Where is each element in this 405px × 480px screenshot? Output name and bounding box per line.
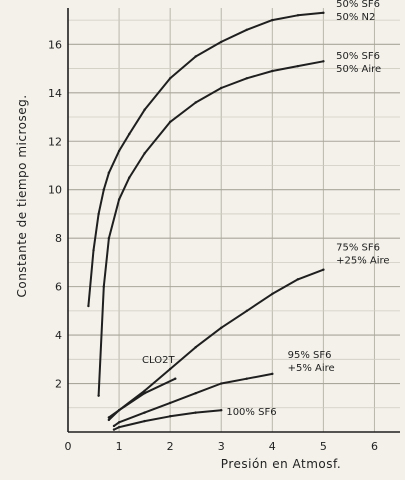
series-annotation: +5% Aire bbox=[288, 363, 335, 374]
data-point bbox=[271, 69, 274, 73]
data-point bbox=[220, 408, 223, 412]
data-point bbox=[168, 415, 172, 418]
y-axis-label: Constante de tiempo microseg. bbox=[15, 94, 29, 297]
x-tick-label: 0 bbox=[65, 440, 72, 453]
data-point bbox=[97, 212, 100, 216]
data-point bbox=[322, 11, 325, 15]
data-point bbox=[168, 77, 172, 80]
y-tick-label: 14 bbox=[48, 87, 62, 100]
series-annotation: 50% SF6 bbox=[336, 51, 380, 62]
series-annotation: +25% Aire bbox=[336, 255, 389, 266]
data-point bbox=[117, 421, 121, 424]
series-layer bbox=[87, 11, 325, 431]
grid bbox=[68, 8, 400, 432]
data-point bbox=[128, 132, 131, 136]
series-annotation: CLO2T bbox=[142, 355, 175, 366]
data-point bbox=[107, 171, 111, 174]
data-point bbox=[102, 188, 105, 191]
series-annotation: 95% SF6 bbox=[288, 350, 332, 361]
data-point bbox=[322, 268, 325, 271]
x-tick-label: 6 bbox=[371, 440, 378, 453]
series-annotation: 50% N2 bbox=[336, 12, 375, 23]
series-annotation: 75% SF6 bbox=[336, 242, 380, 253]
data-point bbox=[296, 64, 300, 68]
data-point bbox=[271, 372, 274, 376]
series-annotation: 100% SF6 bbox=[226, 407, 276, 418]
data-point bbox=[117, 408, 121, 412]
data-point bbox=[194, 55, 197, 58]
data-point bbox=[245, 309, 248, 313]
data-point bbox=[102, 285, 105, 288]
data-point bbox=[97, 394, 100, 397]
x-tick-label: 1 bbox=[116, 440, 123, 453]
y-tick-label: 8 bbox=[55, 232, 62, 245]
data-point bbox=[107, 416, 111, 419]
series-annotation: 50% SF6 bbox=[336, 0, 380, 10]
data-point bbox=[220, 382, 223, 385]
y-tick-label: 16 bbox=[48, 38, 62, 51]
x-axis-label: Presión en Atmosf. bbox=[221, 457, 341, 471]
data-point bbox=[174, 377, 177, 380]
x-tick-label: 5 bbox=[320, 440, 327, 453]
series-line bbox=[107, 377, 177, 419]
y-tick-label: 12 bbox=[48, 135, 62, 148]
data-point bbox=[245, 77, 248, 80]
data-point bbox=[92, 249, 95, 252]
data-point bbox=[168, 401, 172, 405]
data-point bbox=[322, 60, 325, 63]
data-point bbox=[128, 176, 131, 179]
x-tick-label: 2 bbox=[167, 440, 174, 453]
x-tick-label: 4 bbox=[269, 440, 276, 453]
data-point bbox=[194, 346, 197, 349]
y-tick-label: 4 bbox=[55, 329, 62, 342]
data-point bbox=[245, 28, 248, 32]
data-point bbox=[296, 14, 300, 17]
data-point bbox=[245, 377, 248, 380]
data-point bbox=[271, 292, 274, 296]
data-point bbox=[143, 392, 146, 395]
data-point bbox=[87, 304, 90, 308]
data-point bbox=[117, 425, 121, 429]
y-tick-label: 2 bbox=[55, 378, 62, 391]
data-point bbox=[143, 108, 146, 111]
data-point bbox=[143, 389, 146, 393]
data-point bbox=[143, 419, 146, 423]
data-point bbox=[220, 326, 223, 330]
series-labels: 50% SF6 50% N2 50% SF6 50% Aire 75% SF6 +25% … bbox=[142, 0, 390, 418]
data-point bbox=[296, 278, 300, 281]
data-point bbox=[220, 40, 223, 44]
data-point bbox=[143, 411, 146, 414]
y-tick-label: 10 bbox=[48, 184, 62, 197]
data-point bbox=[220, 86, 223, 90]
data-point bbox=[194, 392, 197, 395]
data-point bbox=[168, 120, 172, 124]
data-point bbox=[143, 152, 146, 155]
data-point bbox=[194, 411, 197, 414]
data-point bbox=[117, 149, 121, 153]
data-point bbox=[168, 367, 172, 371]
data-point bbox=[271, 18, 274, 22]
data-point bbox=[107, 236, 111, 240]
x-tick-label: 3 bbox=[218, 440, 225, 453]
data-point bbox=[194, 101, 197, 104]
series-annotation: 50% Aire bbox=[336, 64, 381, 75]
data-point bbox=[117, 198, 121, 201]
data-point bbox=[112, 424, 116, 428]
data-point bbox=[112, 428, 116, 431]
data-point bbox=[107, 418, 111, 422]
series-line bbox=[113, 372, 274, 427]
y-tick-label: 6 bbox=[55, 281, 62, 294]
